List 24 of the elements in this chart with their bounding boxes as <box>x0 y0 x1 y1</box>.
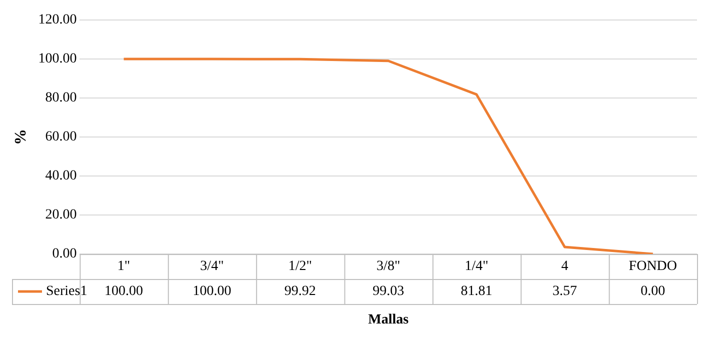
y-axis-title: % <box>12 129 30 145</box>
x-tick-label: 3/4" <box>200 259 224 274</box>
data-label: 100.00 <box>192 284 232 300</box>
x-tick-label: 4 <box>561 259 568 274</box>
y-tick-label: 20.00 <box>45 208 77 223</box>
x-tick-label: 3/8" <box>376 259 400 274</box>
data-label: 3.57 <box>552 284 577 300</box>
y-tick-label: 0.00 <box>52 246 77 262</box>
x-tick-label: 1/4" <box>464 259 488 274</box>
y-tick-label: 80.00 <box>45 90 77 106</box>
x-tick-label: 1/2" <box>288 259 312 274</box>
x-tick-label: 1" <box>117 259 130 274</box>
data-label: 0.00 <box>640 284 666 300</box>
x-axis-title: Mallas <box>368 312 410 328</box>
y-tick-label: 40.00 <box>45 168 77 184</box>
x-tick-label: FONDO <box>628 259 678 274</box>
y-tick-label: 60.00 <box>45 130 77 145</box>
legend-label: Series1 <box>46 284 88 300</box>
data-label: 99.92 <box>284 284 316 300</box>
data-label: 99.03 <box>372 284 404 300</box>
y-tick-label: 100.00 <box>38 52 77 67</box>
y-tick-label: 120.00 <box>38 12 77 28</box>
data-label: 100.00 <box>104 284 144 300</box>
data-label: 81.81 <box>460 284 492 300</box>
